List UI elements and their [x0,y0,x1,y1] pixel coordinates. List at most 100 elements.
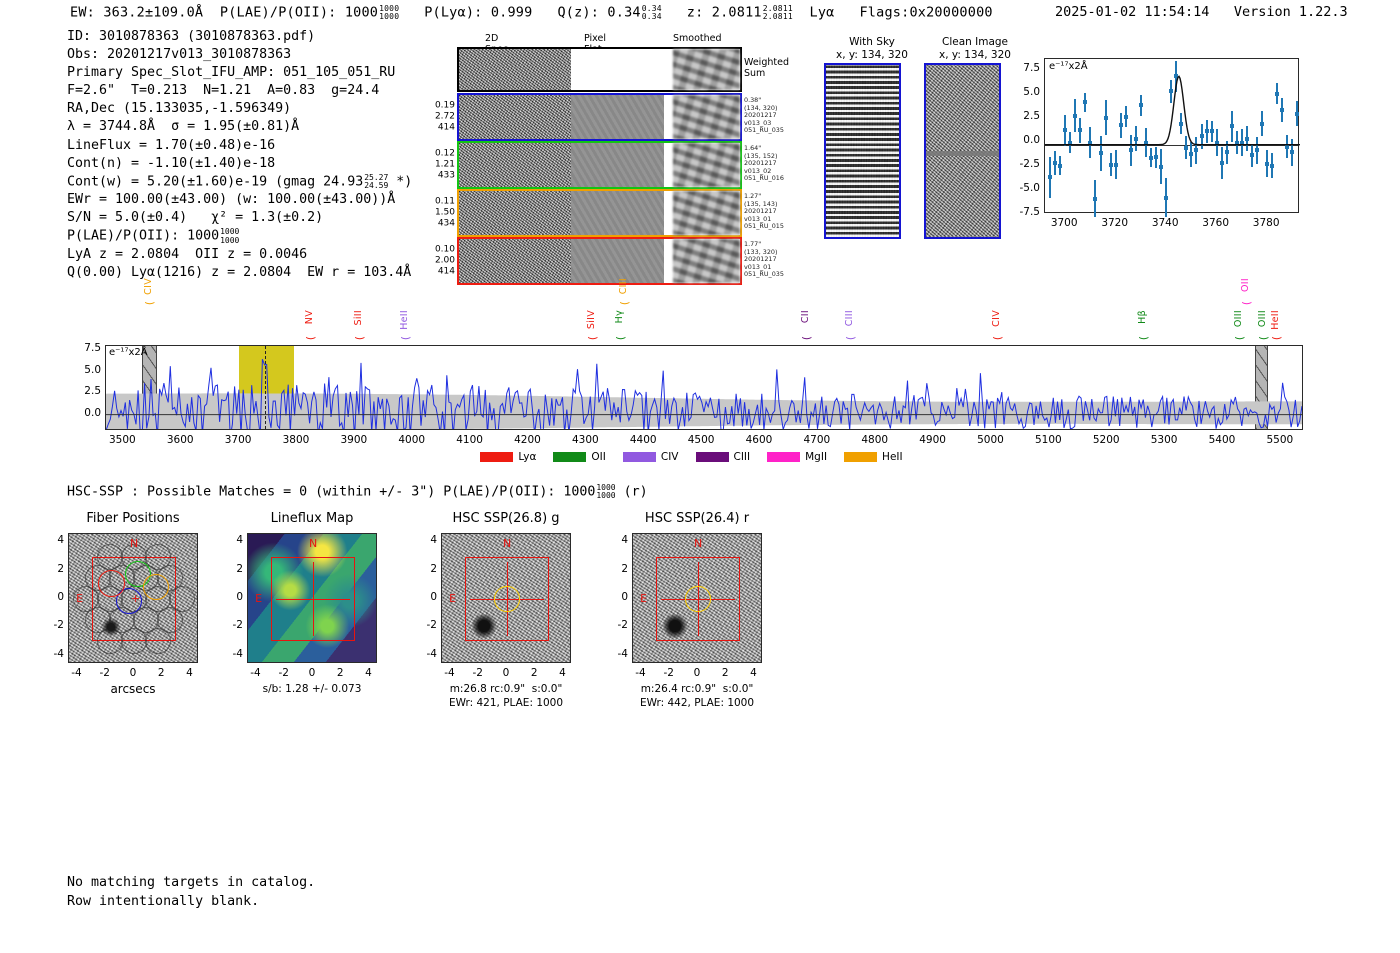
panel-ytick: -4 [426,647,437,660]
info-cont-w-pre: Cont(w) = 5.20(±1.60)e-19 (gmag 24.93 [67,174,364,190]
panel-ytick: -4 [617,647,628,660]
panel-title: Fiber Positions [86,511,180,526]
emission-line-bracket: ( [800,336,814,341]
compass-east: E [255,592,263,605]
flags-value: Flags:0x20000000 [859,4,993,21]
clean-image-coords: x, y: 134, 320 [939,48,1011,61]
highlighted-fiber [142,573,170,601]
lineplot-ytick: 5.0 [1023,85,1040,98]
emission-line-bracket: ( [1240,301,1254,306]
emission-line-bracket: ( [1137,336,1151,341]
emission-line-label: CIII [617,278,629,295]
plya-value: 0.999 [490,4,533,21]
spectrum-xtick: 4200 [514,434,541,446]
panel-xtick: 0 [693,667,701,679]
data-point [1068,140,1073,145]
data-point [1275,91,1280,96]
panel-xtick: 2 [336,667,344,679]
legend-swatch [480,452,514,462]
ew-label: EW: [70,4,95,21]
data-point [1103,115,1108,120]
emission-line-bracket: ( [1270,336,1284,341]
plae-label: P(LAE)/P(OII): [219,4,337,21]
panel-subtext-2: EWr: 421, PLAE: 1000 [448,697,564,709]
line-profile-plot: e⁻¹⁷x2Å [1044,58,1300,217]
highlighted-fiber [98,570,125,597]
spectrum-xtick: 4300 [571,434,599,446]
qz-lo: 0.34 [641,12,662,22]
panel-ytick: -2 [617,619,628,632]
panel-xtick: -4 [635,667,646,679]
hsc-ssp-header: HSC-SSP : Possible Matches = 0 (within +… [67,483,648,500]
compass-east: E [640,592,648,605]
fiber-aperture [168,585,196,613]
crosshair-horizontal [276,599,350,601]
with-sky-coords: x, y: 134, 320 [836,48,908,61]
data-point [1280,108,1285,113]
data-point [1083,100,1088,105]
emission-line-label: OIII [1233,310,1245,328]
clean-image-seam [926,151,999,156]
data-point [1250,153,1255,158]
fiber-spec-row: 0.12 1.21 433 1.64" (135, 152) 20201217 v… [435,141,784,189]
panel-xtick: 0 [308,667,316,679]
row-gap [664,239,673,283]
emission-line-bracket: ( [613,336,627,341]
legend-item: OII [553,451,606,463]
emission-line-bracket: ( [1257,336,1271,341]
hsc-header-lo: 1000 [596,491,616,501]
emission-line-label: NV [303,310,315,325]
lineplot-xtick: 3780 [1252,217,1280,229]
info-seeing: F=2.6" T=0.213 N=1.21 A=0.83 g=24.4 [67,83,380,99]
neighbor-source-blob [102,617,121,636]
clean-image-title: Clean Image x, y: 134, 320 [920,36,1030,61]
panel-ytick: 0 [621,591,628,603]
row-smoothed-image [672,95,740,139]
compass-east: E [449,592,457,605]
spectrum-xtick: 4000 [398,434,426,446]
sky-cutout-image[interactable]: + N E [68,533,198,663]
lineplot-xtick: 3760 [1202,217,1230,229]
emission-line-label: HeII [1270,310,1282,330]
wsum-gap [664,49,673,90]
data-point [1108,162,1113,167]
highlighted-fiber [115,587,143,615]
panel-xtick: 4 [559,667,566,679]
gaussian-fit-curve [1045,75,1300,146]
row-pixelflat-image [571,95,665,139]
legend-swatch [553,452,587,462]
emission-line-bracket: ( [303,336,317,341]
row-gap [664,191,673,235]
emission-line-label: SiII [353,310,365,326]
data-point [1189,152,1194,157]
emission-line-label: SiIV [586,310,598,330]
spectrum-xtick: 4700 [803,434,831,446]
header-timestamp-block: 2025-01-02 11:54:14 Version 1.22.3 [1055,4,1348,20]
with-sky-title-text: With Sky [849,36,895,48]
info-cont-w-hi: 25.27 [364,172,389,182]
row-left-stats: 0.12 1.21 433 [434,148,455,181]
lineplot-ytick: 0.0 [1023,133,1040,146]
legend-label: Lyα [518,451,537,463]
info-plae-lo: 1000 [220,235,240,245]
panel-ytick: 2 [621,562,628,575]
data-point [1113,162,1118,167]
panel-ytick: -4 [53,647,64,660]
detection-info-block: ID: 3010878363 (3010878363.pdf) Obs: 202… [67,28,412,282]
info-lambda-sigma: λ = 3744.8Å σ = 1.95(±0.81)Å [67,119,300,135]
plae-value: 1000 [344,4,379,21]
emission-line-label: CIV [143,278,155,295]
spectrum-unit-note: e⁻¹⁷x2Å [109,347,148,358]
panel-ytick: 0 [236,591,243,603]
info-cont-n: Cont(n) = -1.10(±1.40)e-18 [67,155,276,171]
data-point [1118,123,1123,128]
spectrum-ytick: 5.0 [84,363,101,376]
panel-subtext-2: EWr: 442, PLAE: 1000 [639,697,755,709]
info-plae-pre: P(LAE)/P(OII): 1000 [67,228,220,244]
plae-lo: 1000 [379,12,400,22]
photometry-aperture-circle [685,586,711,612]
panel-ytick: -2 [232,619,243,632]
